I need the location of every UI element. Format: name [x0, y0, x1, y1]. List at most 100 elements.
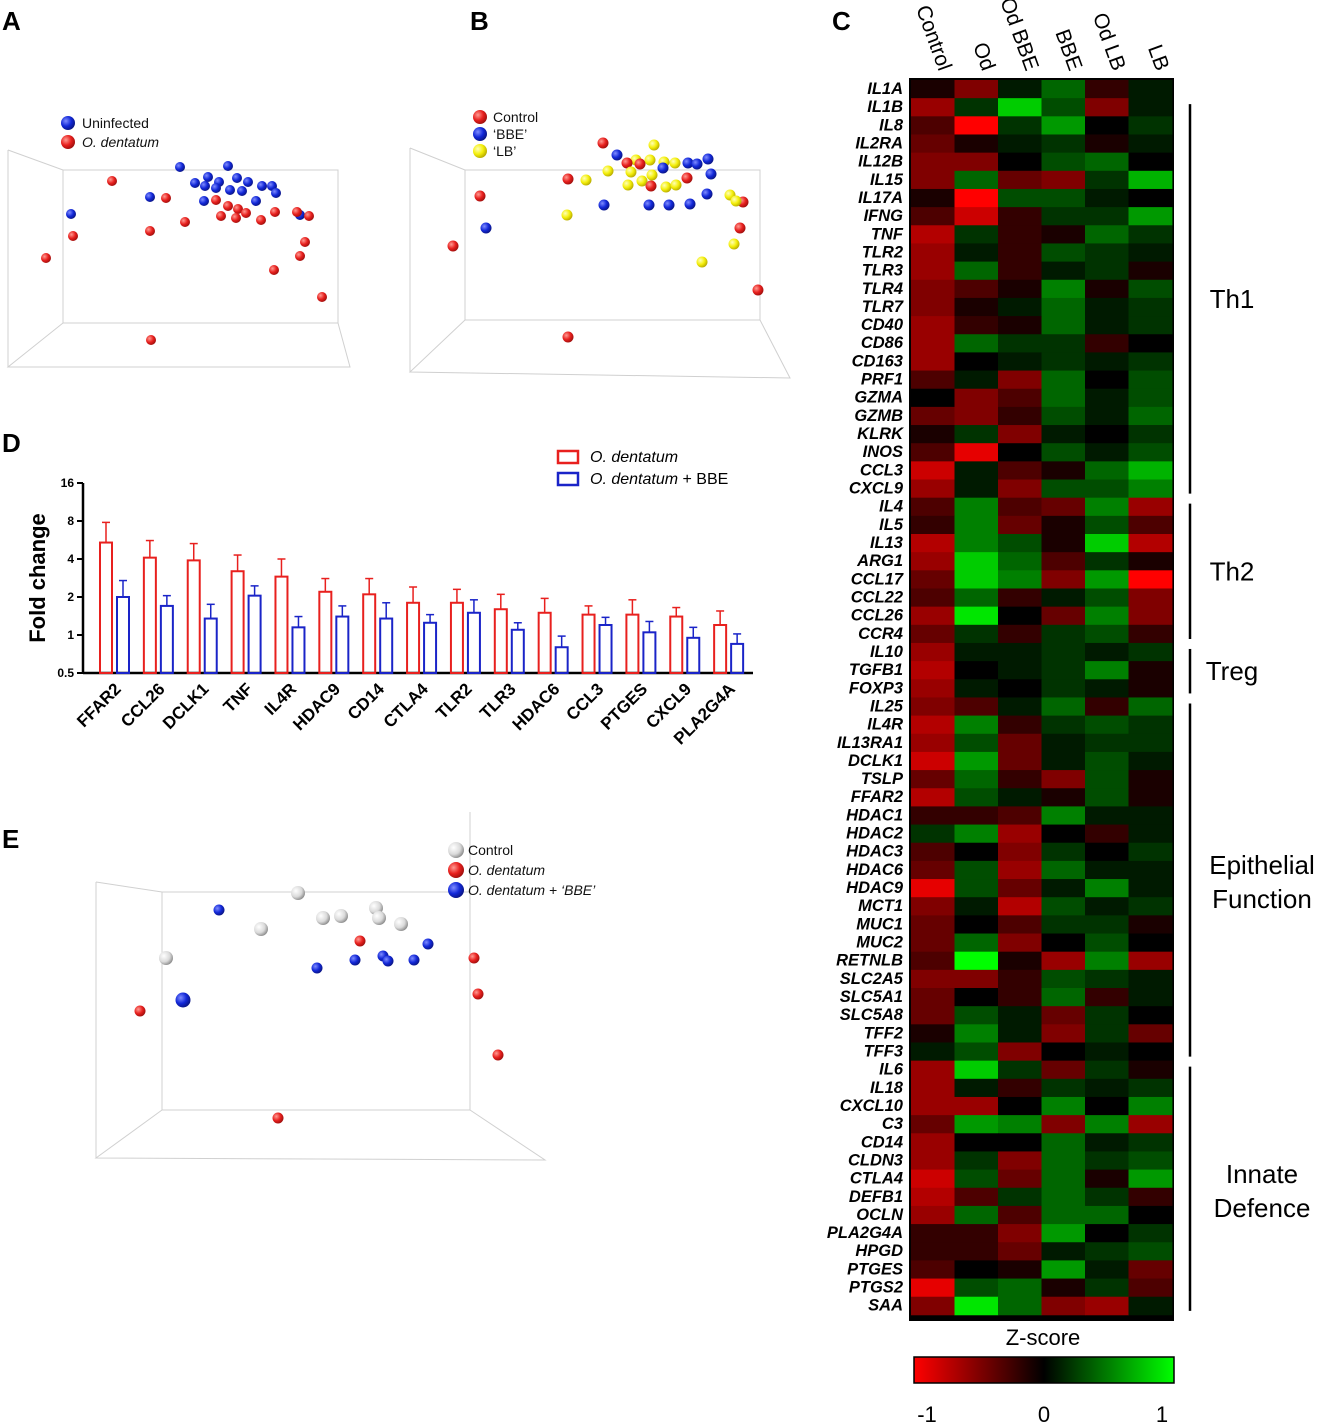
legend-d-od-bbe-suffix: + BBE: [678, 471, 728, 488]
heatmap-cell: [954, 443, 999, 462]
heatmap-row-label: C3: [882, 1115, 903, 1133]
scatter-point: [269, 265, 279, 275]
heatmap-cell: [1041, 425, 1086, 444]
bar: [362, 593, 377, 674]
heatmap-cell: [1128, 770, 1173, 789]
heatmap-cell: [1085, 461, 1129, 480]
scatter-point: [684, 198, 696, 210]
heatmap-cell: [954, 497, 999, 517]
scatter-point: [447, 240, 459, 252]
heatmap-cell: [1041, 225, 1086, 244]
heatmap-cell: [1128, 1296, 1173, 1316]
heatmap-cell: [1085, 933, 1129, 953]
heatmap-cell: [1128, 134, 1173, 154]
scatter-point: [682, 157, 694, 169]
heatmap-cell: [954, 1078, 999, 1098]
heatmap-cell: [1041, 733, 1086, 753]
heatmap-row-label: MCT1: [858, 897, 903, 915]
heatmap-cell: [1041, 860, 1086, 880]
heatmap-row-label: CXCL10: [840, 1097, 904, 1115]
heatmap-cell: [954, 624, 999, 644]
heatmap-cell: [998, 1187, 1042, 1207]
heatmap-cell: [954, 879, 999, 898]
heatmap-cell: [1085, 279, 1129, 299]
heatmap-cell: [998, 860, 1042, 880]
heatmap-cell: [911, 479, 955, 499]
heatmap-row-label: CXCL9: [849, 480, 904, 498]
heatmap-cell: [1128, 897, 1173, 916]
heatmap-cell: [1085, 806, 1129, 825]
heatmap-row-label: TLR4: [862, 280, 903, 298]
heatmap-row-label: HDAC2: [846, 825, 903, 843]
heatmap-cell: [998, 170, 1042, 190]
heatmap-cell: [1085, 207, 1129, 226]
heatmap-cell: [954, 116, 999, 135]
heatmap-cell: [1128, 334, 1173, 353]
heatmap-cell: [911, 225, 955, 244]
bar: [186, 559, 201, 675]
heatmap-row-label: TNF: [871, 225, 904, 243]
heatmap-cell: [954, 352, 999, 371]
heatmap-row-label: IL13RA1: [837, 734, 903, 752]
legend-d-od-bbe-species: O. dentatum: [590, 471, 678, 488]
heatmap-row-label: IL18: [870, 1079, 904, 1097]
heatmap-cell: [998, 588, 1042, 608]
heatmap-cell: [1128, 679, 1173, 698]
heatmap-cell: [998, 497, 1042, 517]
heatmap-cell: [1085, 1296, 1129, 1316]
heatmap-cell: [1085, 679, 1129, 698]
heatmap-cell: [1085, 1205, 1129, 1225]
heatmap-row-label: SLC5A8: [840, 1006, 904, 1024]
heatmap-cell: [954, 915, 999, 934]
heatmap-row-label: MUC1: [856, 915, 903, 933]
heatmap-cell: [954, 570, 999, 589]
heatmap-row-label: TLR3: [862, 262, 903, 280]
heatmap-cell: [1041, 316, 1086, 335]
heatmap-row-label: IL4: [879, 498, 903, 516]
heatmap-cell: [998, 915, 1042, 934]
heatmap-cell: [1128, 552, 1173, 571]
heatmap-cell: [998, 207, 1042, 226]
heatmap-row-label: FOXP3: [849, 679, 903, 697]
scatter-point: [272, 1112, 284, 1124]
heatmap-cell: [998, 806, 1042, 825]
heatmap-cell: [1085, 715, 1129, 735]
heatmap-cell: [911, 733, 955, 753]
heatmap-cell: [911, 1096, 955, 1116]
heatmap-row-label: CCL17: [851, 570, 904, 588]
heatmap-column-label: Od: [968, 40, 999, 74]
legend-dot-control-e: [448, 842, 464, 858]
heatmap-cell: [1041, 642, 1086, 662]
heatmap-cell: [1128, 824, 1173, 844]
bar: [159, 604, 174, 674]
heatmap-cell: [954, 170, 999, 190]
scatter-point: [562, 331, 574, 343]
heatmap-cell: [1041, 1042, 1086, 1062]
heatmap-row-label: CCR4: [858, 625, 903, 643]
heatmap-cell: [911, 588, 955, 608]
heatmap-cell: [954, 897, 999, 916]
bar: [554, 646, 569, 675]
heatmap-cell: [1128, 1133, 1173, 1152]
heatmap-cell: [998, 515, 1042, 535]
group-label: Th1: [1210, 284, 1255, 314]
scatter-point: [232, 173, 242, 183]
heatmap-cell: [1128, 1151, 1173, 1170]
heatmap-cell: [1085, 80, 1129, 99]
bar: [116, 596, 130, 674]
heatmap-cell: [911, 497, 955, 517]
heatmap-row-label: IL10: [870, 643, 904, 661]
panel-label-a: A: [2, 6, 21, 36]
heatmap-row-label: CCL3: [860, 461, 903, 479]
heatmap-cell: [954, 1115, 999, 1134]
heatmap-cell: [998, 1296, 1042, 1316]
heatmap-row-label: ARG1: [856, 552, 903, 570]
heatmap-cell: [1128, 1260, 1173, 1279]
heatmap-row-label: GZMA: [854, 389, 903, 407]
heatmap-cell: [998, 1115, 1042, 1134]
scatter-point: [643, 199, 655, 211]
heatmap-cell: [911, 933, 955, 953]
heatmap-cell: [998, 715, 1042, 735]
